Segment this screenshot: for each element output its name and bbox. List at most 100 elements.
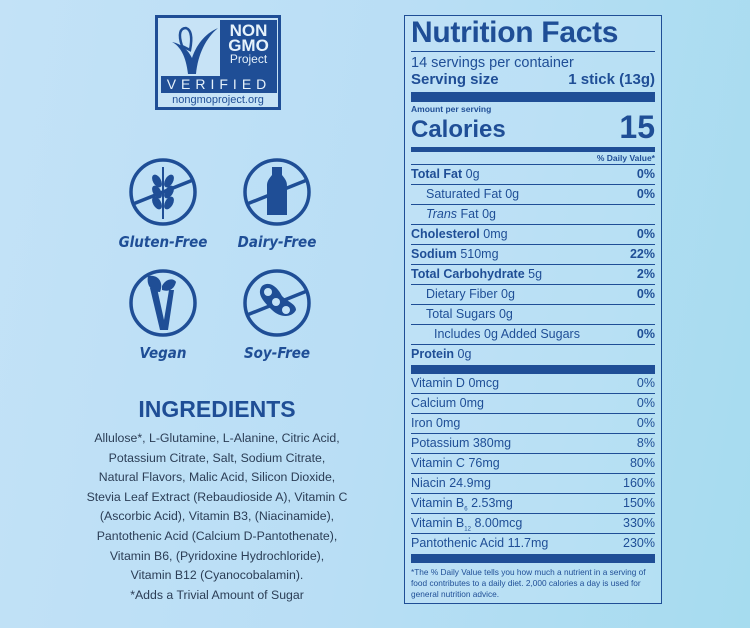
vitamin-daily-value: 160% <box>623 476 655 490</box>
nutrient-daily-value: 0% <box>636 187 655 201</box>
nutrient-name: Trans <box>426 207 458 221</box>
vitamin-name: Vitamin B <box>411 516 465 530</box>
nutrient-row: Cholesterol 0mg 0% <box>411 225 655 245</box>
vitamin-daily-value: 0% <box>636 396 655 410</box>
nutrient-name: Sodium <box>411 247 457 261</box>
vitamin-row: Calcium 0mg 0% <box>411 394 655 414</box>
badge-soy-free: Soy-Free <box>222 268 332 362</box>
vitamin-name: Iron <box>411 416 433 430</box>
vitamin-amount: 76mg <box>468 456 500 470</box>
logo-text-project: Project <box>229 52 268 66</box>
nutrient-row: Includes 0g Added Sugars 0% <box>411 325 655 345</box>
nutrient-name: Fat <box>460 207 479 221</box>
nutrient-amount: 0g <box>465 167 480 181</box>
wheat-crossed-icon <box>129 158 197 226</box>
vitamin-name: Vitamin C <box>411 456 465 470</box>
nutrition-title: Nutrition Facts <box>411 16 655 52</box>
nutrient-amount: 0g <box>501 287 515 301</box>
vitamin-daily-value: 8% <box>636 436 655 450</box>
vitamin-daily-value: 80% <box>629 456 655 470</box>
nutrient-row: Saturated Fat 0g 0% <box>411 185 655 205</box>
nutrient-daily-value: 0% <box>636 167 655 181</box>
nutrition-facts-panel: Nutrition Facts 14 servings per containe… <box>404 15 662 604</box>
nutrient-name: Protein <box>411 347 455 361</box>
vitamin-row: Vitamin C 76mg 80% <box>411 454 655 474</box>
nutrient-name: Total Sugars <box>426 307 496 321</box>
ingredients-line: Vitamin B12 (Cyanocobalamin). <box>130 568 304 583</box>
serving-size: Serving size 1 stick (13g) <box>411 71 655 88</box>
badge-gluten-free: Gluten-Free <box>108 157 218 251</box>
divider-thick <box>411 92 655 102</box>
daily-value-header: % Daily Value* <box>411 152 655 165</box>
vitamin-name: Potassium <box>411 436 470 450</box>
badge-vegan: Vegan <box>108 268 218 362</box>
divider-medium <box>411 147 655 152</box>
ingredients-list: Allulose*, L-Glutamine, L-Alanine, Citri… <box>62 429 372 605</box>
badge-label: Dairy-Free <box>237 233 317 251</box>
milk-bottle-crossed-icon <box>243 158 311 226</box>
logo-text-gmo: GMO <box>228 36 269 55</box>
nutrient-daily-value: 2% <box>636 267 655 281</box>
nutrient-row: Total Fat 0g 0% <box>411 165 655 185</box>
logo-text-non: NON <box>229 21 268 40</box>
nutrient-name: Total Carbohydrate <box>411 267 525 281</box>
vitamin-daily-value: 150% <box>623 496 655 510</box>
daily-value-footnote: *The % Daily Value tells you how much a … <box>411 567 646 599</box>
vegan-leaf-icon <box>129 269 197 337</box>
vitamin-row: Vitamin B6 2.53mg 150% <box>411 494 655 514</box>
vitamin-amount: 0mcg <box>468 376 500 390</box>
vitamin-row: Iron 0mg 0% <box>411 414 655 434</box>
serving-size-label: Serving size <box>411 71 499 88</box>
nutrient-row: Total Carbohydrate 5g 2% <box>411 265 655 285</box>
vitamin-amount: 2.53mg <box>471 496 513 510</box>
badge-label: Gluten-Free <box>118 233 208 251</box>
nutrient-name: Saturated Fat <box>426 187 502 201</box>
nutrient-daily-value: 22% <box>629 247 655 261</box>
nutrient-amount: 0g <box>482 207 496 221</box>
serving-size-value: 1 stick (13g) <box>568 71 655 88</box>
nutrient-name: Includes 0g Added Sugars <box>434 327 580 341</box>
vitamin-name: Pantothenic Acid <box>411 536 505 550</box>
nutrient-amount: 0g <box>457 347 472 361</box>
nutrient-name: Cholesterol <box>411 227 480 241</box>
calories-value: 15 <box>619 109 655 145</box>
vitamin-amount: 8.00mcg <box>474 516 523 530</box>
vitamin-subscript: 6 <box>464 506 468 513</box>
calories-label: Calories <box>411 116 506 143</box>
vitamin-amount: 0mg <box>459 396 484 410</box>
ingredients-line: Pantothenic Acid (Calcium D-Pantothenate… <box>96 528 338 543</box>
logo-verified: VERIFIED <box>161 76 277 93</box>
vitamin-row: Pantothenic Acid 11.7mg 230% <box>411 534 655 554</box>
nutrient-amount: 0g <box>498 307 513 321</box>
nutrient-amount: 0mg <box>483 227 508 241</box>
vitamin-amount: 380mg <box>472 436 512 450</box>
vitamin-row: Potassium 380mg 8% <box>411 434 655 454</box>
nutrient-row: Trans Fat 0g <box>411 205 655 225</box>
servings-per-container: 14 servings per container <box>411 55 574 71</box>
nutrient-row: Dietary Fiber 0g 0% <box>411 285 655 305</box>
vitamin-name: Niacin <box>411 476 446 490</box>
calories-row: Calories 15 <box>411 109 655 145</box>
vitamin-daily-value: 230% <box>623 536 655 550</box>
ingredients-line: (Ascorbic Acid), Vitamin B3, (Niacinamid… <box>99 509 335 524</box>
vitamin-row: Vitamin D 0mcg 0% <box>411 374 655 394</box>
nutrient-row: Sodium 510mg 22% <box>411 245 655 265</box>
ingredients-line: Vitamin B6, (Pyridoxine Hydrochloride), <box>109 548 325 563</box>
divider-thick <box>411 554 655 563</box>
vitamin-daily-value: 0% <box>636 416 655 430</box>
vitamin-daily-value: 0% <box>636 376 655 390</box>
nutrient-amount: 5g <box>528 267 543 281</box>
nutrient-daily-value: 0% <box>636 327 655 341</box>
vitamin-name: Calcium <box>411 396 457 410</box>
vitamin-amount: 0mg <box>436 416 461 430</box>
vitamin-subscript: 12 <box>464 526 471 533</box>
nutrient-daily-value: 0% <box>636 227 655 241</box>
logo-url: nongmoproject.org <box>172 94 264 106</box>
nutrient-daily-value: 0% <box>636 287 655 301</box>
vitamin-name: Vitamin B <box>411 496 465 510</box>
ingredients-line: Natural Flavors, Malic Acid, Silicon Dio… <box>98 470 336 485</box>
nutrient-row: Total Sugars 0g <box>411 305 655 325</box>
butterfly-leaf-icon <box>172 26 218 74</box>
nutrient-name: Dietary Fiber <box>426 287 498 301</box>
amount-per-serving: Amount per serving <box>411 104 492 114</box>
